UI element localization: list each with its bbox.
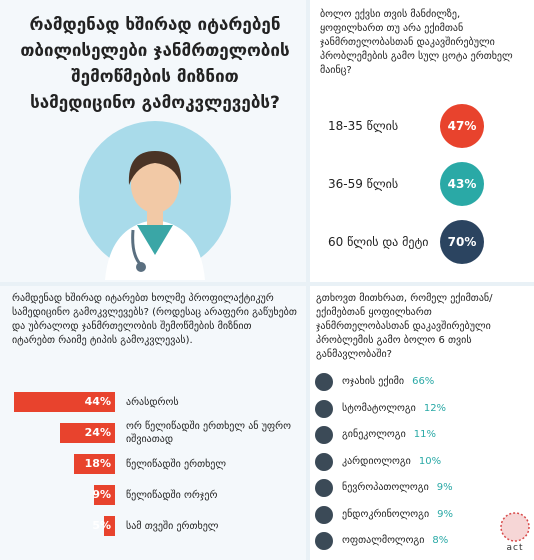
- doctor-row: ნევროპათოლოგი 9%: [342, 480, 453, 496]
- bar-text: წელიწადში ერთხელ: [126, 458, 227, 470]
- doctor-icon: [315, 426, 333, 444]
- bar: [59, 423, 115, 443]
- frequency-panel: [0, 286, 306, 560]
- age-share: 70%: [440, 220, 484, 264]
- bar-label: 24%: [84, 426, 111, 439]
- age-question: ბოლო ექვსი თვის მანძილზე, ყოფილხართ თუ ა…: [320, 9, 513, 76]
- doctor-illustration: [79, 121, 231, 280]
- doctor-icon: [315, 373, 333, 391]
- logo: act: [506, 543, 524, 553]
- bar: [94, 485, 115, 505]
- doctor-question: გთხოვთ მითხრათ, რომელ ექიმთან/ექიმებთან …: [316, 293, 493, 360]
- doctor-share: 12%: [423, 402, 447, 414]
- bar-text: ორ წელიწადში ერთხელ ან უფრო იშვიათად: [126, 421, 291, 445]
- doctor-share: 9%: [436, 482, 453, 493]
- doctor-icon: [315, 505, 333, 524]
- doctor-row: ოჯახის ექიმი 66%: [342, 374, 434, 390]
- doctor-name: კარდიოლოგი: [342, 455, 411, 467]
- doctor-row: კარდიოლოგი 10%: [342, 454, 441, 470]
- doctor-name: ოჯახის ექიმი: [342, 376, 405, 387]
- doctor-share: 9%: [437, 508, 454, 520]
- age-panel: [310, 0, 534, 282]
- age-label: 60 წლის და მეტი: [328, 235, 429, 249]
- doctor-icon: [315, 479, 333, 497]
- doctor-panel: [310, 286, 534, 560]
- bar-label: 44%: [84, 395, 111, 408]
- logo-mark: [500, 512, 530, 542]
- doctor-row: ოფთალმოლოგი 8%: [342, 533, 448, 549]
- title: რამდენად ხშირად იტარებენ თბილისელები ჯან…: [20, 15, 290, 113]
- doctor-name: ენდოკრინოლოგი: [342, 508, 430, 520]
- doctor-row: სტომატოლოგი 12%: [342, 401, 446, 417]
- bar-text: არასდროს: [126, 396, 179, 408]
- age-label: 36-59 წლის: [328, 177, 399, 191]
- doctor-share: 10%: [418, 455, 442, 467]
- doctor-share: 66%: [412, 376, 435, 387]
- age-share: 47%: [440, 104, 484, 148]
- doctor-icon: [315, 532, 333, 550]
- doctor-name: ოფთალმოლოგი: [342, 535, 425, 546]
- age-label: 18-35 წლის: [328, 119, 399, 133]
- bar: [13, 392, 115, 412]
- doctor-icon: [315, 399, 333, 418]
- frequency-question: რამდენად ხშირად იტარებთ ხოლმე პროფილაქტი…: [12, 293, 297, 346]
- doctor-share: 8%: [432, 535, 449, 546]
- bar: [73, 454, 115, 474]
- doctor-name: გინეკოლოგი: [342, 429, 406, 440]
- doctor-row: გინეკოლოგი 11%: [342, 427, 436, 443]
- bar-label: 5%: [92, 519, 111, 532]
- age-share: 43%: [440, 162, 484, 206]
- doctor-row: ენდოკრინოლოგი 9%: [342, 507, 453, 523]
- doctor-share: 11%: [413, 429, 436, 440]
- bar-label: 9%: [92, 488, 111, 501]
- doctor-name: სტომატოლოგი: [342, 402, 416, 414]
- bar-text: სამ თვეში ერთხელ: [126, 520, 219, 532]
- doctor-icon: [315, 452, 333, 471]
- bar-text: წელიწადში ორჯერ: [126, 489, 218, 501]
- bar: [103, 516, 115, 536]
- doctor-name: ნევროპათოლოგი: [342, 482, 429, 493]
- bar-label: 18%: [84, 457, 111, 470]
